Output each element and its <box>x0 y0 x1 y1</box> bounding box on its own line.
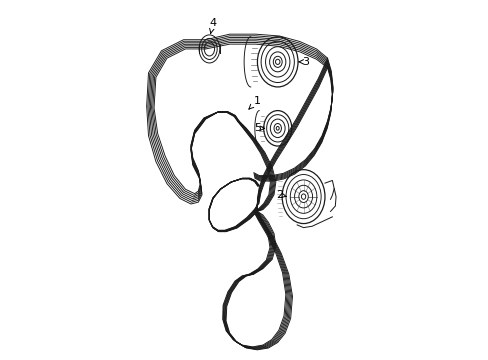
Text: 2: 2 <box>275 190 285 200</box>
Text: 3: 3 <box>298 57 308 67</box>
Text: 1: 1 <box>248 96 261 109</box>
Text: 4: 4 <box>209 18 216 33</box>
Text: 5: 5 <box>253 123 264 133</box>
